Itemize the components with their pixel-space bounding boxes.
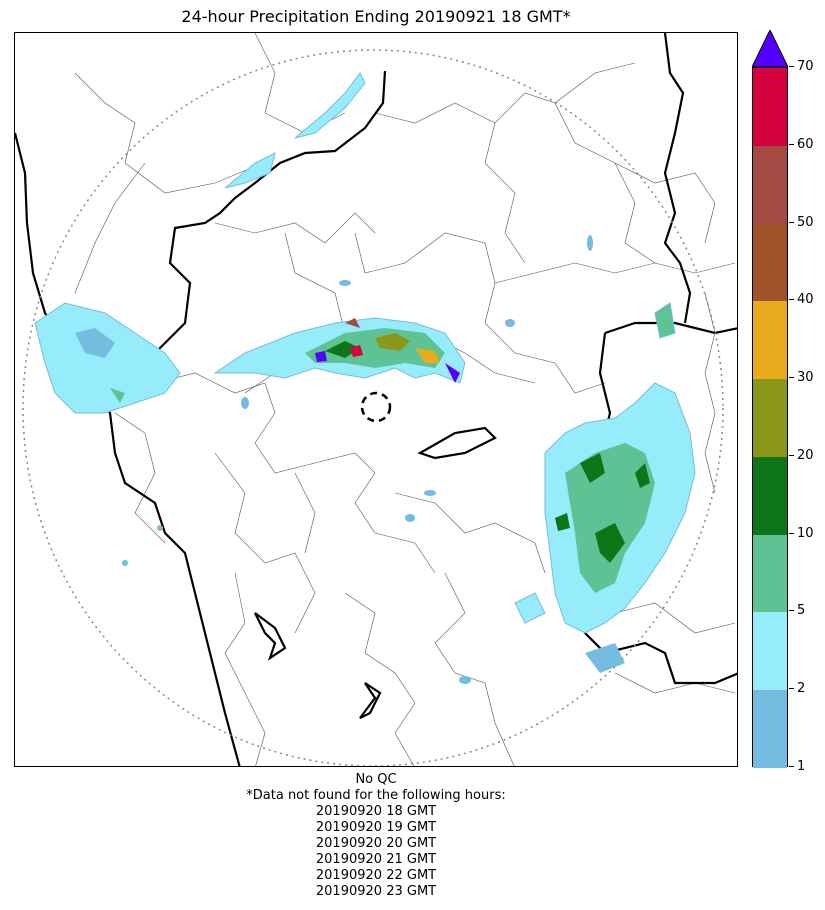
colorbar-tick xyxy=(789,610,794,612)
precipitation-scattered-cells xyxy=(122,235,593,684)
colorbar-tick xyxy=(789,221,794,223)
missing-hour: 20190920 20 GMT xyxy=(315,836,437,851)
colorbar-segment xyxy=(753,456,787,535)
missing-hour: 20190920 19 GMT xyxy=(315,820,437,835)
colorbar-segment xyxy=(753,145,787,224)
radar-map xyxy=(14,32,738,767)
colorbar-extend-arrow xyxy=(752,30,788,67)
colorbar-tick-label: 40 xyxy=(797,292,814,308)
precipitation-central-band xyxy=(213,317,466,384)
precipitation-northwest xyxy=(224,72,366,189)
district-boundaries xyxy=(74,33,736,766)
radar-range-ring xyxy=(22,49,724,766)
precipitation-west-coast xyxy=(34,302,181,414)
precipitation-east xyxy=(514,302,696,673)
missing-hour: 20190920 22 GMT xyxy=(315,868,437,883)
colorbar-tick-label: 50 xyxy=(797,214,814,230)
colorbar-segment xyxy=(753,612,787,691)
colorbar-tick xyxy=(789,377,794,379)
colorbar-tick xyxy=(789,66,794,67)
missing-hour: 20190920 23 GMT xyxy=(315,884,437,899)
colorbar-tick xyxy=(789,688,794,690)
colorbar-tick-label: 70 xyxy=(797,59,814,74)
map-title: 24-hour Precipitation Ending 20190921 18… xyxy=(181,7,571,26)
colorbar-segment xyxy=(753,534,787,613)
radar-site-marker xyxy=(360,391,392,423)
colorbar-segment xyxy=(753,379,787,457)
footer-notes: No QC *Data not found for the following … xyxy=(14,772,738,900)
colorbar-tick-label: 30 xyxy=(797,370,814,386)
colorbar-segment xyxy=(753,301,787,380)
colorbar-segment xyxy=(753,223,787,302)
colorbar-tick-label: 60 xyxy=(797,136,814,152)
colorbar xyxy=(752,67,788,768)
colorbar-tick-label: 10 xyxy=(797,525,814,541)
missing-hour: 20190920 21 GMT xyxy=(315,852,437,867)
colorbar-tick xyxy=(789,766,794,767)
colorbar-tick-label: 20 xyxy=(797,447,814,463)
colorbar-extend-triangle xyxy=(752,30,788,67)
colorbar-tick xyxy=(789,299,794,301)
map-canvas xyxy=(15,33,737,766)
colorbar-tick-label: 5 xyxy=(797,603,806,619)
colorbar-tick xyxy=(789,532,794,534)
colorbar-segment xyxy=(753,68,787,146)
colorbar-tick-label: 1 xyxy=(797,759,806,774)
qc-status: No QC xyxy=(355,772,397,787)
missing-data-note: *Data not found for the following hours: xyxy=(246,788,506,803)
colorbar-segment xyxy=(753,690,787,768)
colorbar-tick xyxy=(789,454,794,456)
colorbar-tick-label: 2 xyxy=(797,681,806,697)
colorbar-tick xyxy=(789,143,794,145)
missing-hour: 20190920 18 GMT xyxy=(315,804,437,819)
